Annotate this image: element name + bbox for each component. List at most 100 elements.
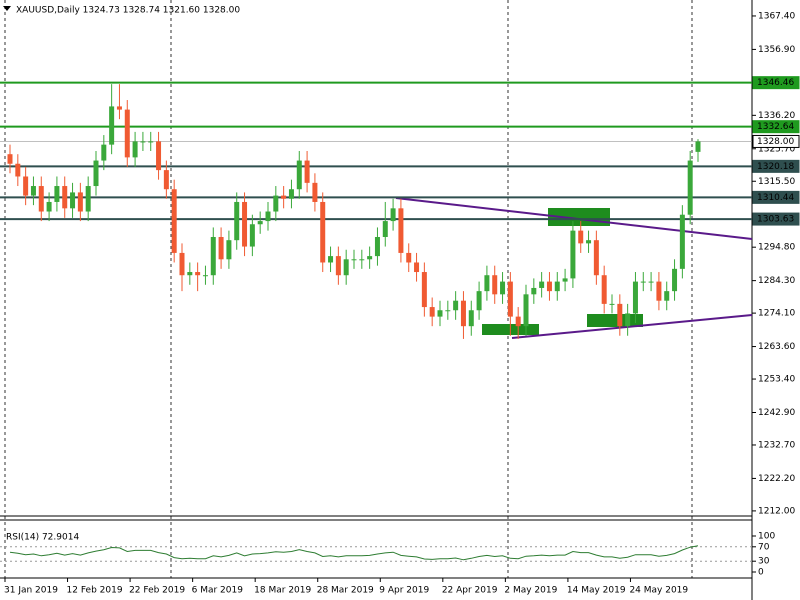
candle-body <box>281 195 287 199</box>
level-label: 1310.44 <box>757 193 794 203</box>
candle-body <box>226 240 232 260</box>
candle-body <box>304 160 310 183</box>
y-tick-label: 1294.80 <box>758 243 795 253</box>
x-tick-label: 18 Mar 2019 <box>254 586 311 596</box>
candle-body <box>7 154 13 164</box>
chart-title: XAUUSD,Daily 1324.73 1328.74 1321.60 132… <box>16 6 240 16</box>
candle-body <box>695 141 701 152</box>
y-tick-label: 1232.70 <box>758 440 795 450</box>
candle-body <box>124 109 130 158</box>
candle-body <box>195 272 201 276</box>
candle-body <box>414 262 420 273</box>
candle-body <box>531 287 537 295</box>
candle-body <box>46 201 52 212</box>
level-label-box <box>752 190 800 204</box>
y-tick-label: 1274.10 <box>758 309 795 319</box>
candle-body <box>265 211 271 222</box>
candle-body <box>296 160 302 190</box>
candle-body <box>351 259 357 261</box>
candle-body <box>632 281 638 314</box>
candle-body <box>476 291 482 311</box>
candle-body <box>132 141 138 158</box>
candle-body <box>218 236 224 260</box>
candle-body <box>437 310 443 317</box>
candle-body <box>257 221 263 225</box>
candle-body <box>578 230 584 244</box>
candle-body <box>171 189 177 253</box>
candle-body <box>249 224 255 247</box>
candle-body <box>429 307 435 317</box>
candle-body <box>273 195 279 212</box>
x-tick-label: 9 Apr 2019 <box>379 586 429 596</box>
candle-body <box>156 141 162 171</box>
candle-body <box>398 208 404 253</box>
candle-body <box>234 201 240 241</box>
candle-body <box>586 240 592 244</box>
y-tick-label: 1284.30 <box>758 276 795 286</box>
candle-body <box>484 275 490 292</box>
candle-body <box>445 310 451 312</box>
candle-body <box>382 221 388 237</box>
level-label: 1328.00 <box>757 137 794 147</box>
candle-body <box>562 278 568 282</box>
candle-body <box>148 141 154 143</box>
candle-body <box>30 186 36 196</box>
y-tick-label: 70 <box>758 542 770 552</box>
x-tick-label: 14 May 2019 <box>567 586 626 596</box>
y-tick-label: 0 <box>758 568 764 578</box>
candle-body <box>202 275 208 277</box>
candle-body <box>140 141 146 143</box>
y-tick-label: 1367.40 <box>758 11 795 21</box>
candle-body <box>320 201 326 263</box>
candle-body <box>515 316 521 327</box>
y-tick-label: 1263.60 <box>758 342 795 352</box>
level-label: 1346.46 <box>757 78 794 88</box>
level-label: 1332.64 <box>757 122 794 132</box>
candle-body <box>101 144 107 161</box>
candle-body <box>570 230 576 279</box>
rsi-line <box>9 545 699 561</box>
x-tick-label: 22 Feb 2019 <box>129 586 185 596</box>
candle-body <box>539 281 545 288</box>
candle-body <box>406 252 412 263</box>
trendline <box>511 314 753 339</box>
menu-arrow[interactable] <box>3 6 11 11</box>
candle-body <box>335 256 341 276</box>
x-tick-label: 6 Mar 2019 <box>192 586 244 596</box>
rsi-title: RSI(14) 72.9014 <box>6 533 79 543</box>
candle-body <box>421 272 427 308</box>
candle-body <box>374 236 380 257</box>
x-tick-label: 24 May 2019 <box>629 586 688 596</box>
candle-body <box>492 275 498 295</box>
candle-body <box>390 208 396 222</box>
y-tick-label: 1242.90 <box>758 408 795 418</box>
candle-body <box>593 240 599 276</box>
candle-body <box>617 303 623 327</box>
y-tick-label: 100 <box>758 532 775 542</box>
candle-body <box>77 192 83 212</box>
candle-body <box>648 281 654 283</box>
candle-body <box>679 214 685 269</box>
candle-body <box>554 281 560 292</box>
level-label-box <box>752 76 800 90</box>
level-label-box <box>752 120 800 134</box>
y-tick-label: 1253.40 <box>758 375 795 385</box>
candle-body <box>507 281 513 317</box>
candle-body <box>210 236 216 276</box>
candle-body <box>93 160 99 187</box>
candle-body <box>656 281 662 301</box>
x-tick-label: 2 May 2019 <box>504 586 557 596</box>
x-tick-label: 28 Mar 2019 <box>317 586 374 596</box>
x-tick-label: 31 Jan 2019 <box>4 586 58 596</box>
candle-body <box>359 259 365 261</box>
candle-body <box>242 201 248 247</box>
candle-body <box>328 256 334 263</box>
candle-body <box>523 294 529 327</box>
candle-body <box>687 160 693 215</box>
candle-body <box>70 192 76 209</box>
candle-body <box>54 186 60 202</box>
candle-body <box>460 300 466 327</box>
level-label: 1320.18 <box>757 162 794 172</box>
candle-body <box>367 256 373 260</box>
candle-body <box>312 182 318 202</box>
